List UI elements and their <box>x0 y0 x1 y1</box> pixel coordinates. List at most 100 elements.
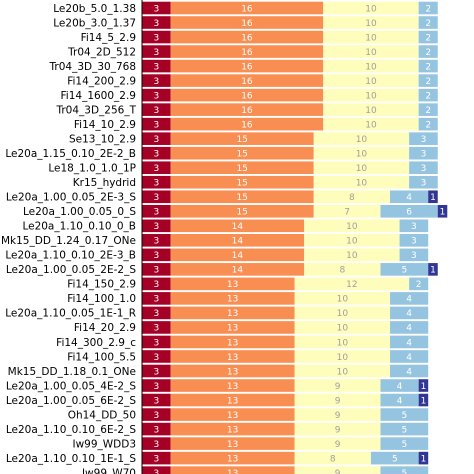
segment-value-label: 14 <box>232 266 244 276</box>
segment-value-label: 13 <box>227 309 238 319</box>
bar-segment <box>170 263 305 276</box>
segment-value-label: 3 <box>153 309 159 319</box>
category-label: Tr04_3D_256_T <box>55 104 136 116</box>
segment-value-label: 3 <box>153 222 159 232</box>
segment-value-label: 9 <box>335 425 341 435</box>
segment-value-label: 14 <box>232 251 244 261</box>
bar-segment <box>399 234 429 247</box>
bar-segment <box>142 350 171 363</box>
segment-value-label: 10 <box>365 33 377 43</box>
segment-value-label: 13 <box>227 353 238 363</box>
category-label: Fi14_1600_2.9 <box>61 90 136 102</box>
bar-segment <box>418 88 438 102</box>
segment-value-label: 10 <box>365 48 377 58</box>
segment-value-label: 13 <box>227 367 238 377</box>
bar-segment <box>142 175 171 189</box>
segment-value-label: 16 <box>241 4 253 14</box>
bar-segment <box>294 379 381 392</box>
bar-segment <box>390 335 429 349</box>
bar-segment <box>142 466 171 474</box>
bar-segment <box>170 161 314 175</box>
segment-value-label: 3 <box>411 222 417 232</box>
bar-segment <box>142 117 171 131</box>
segment-value-label: 2 <box>425 106 431 116</box>
category-label: Se13_10_2.9 <box>69 133 136 145</box>
segment-value-label: 15 <box>236 179 247 189</box>
bar-segment <box>142 219 171 233</box>
segment-value-label: 4 <box>406 193 412 203</box>
segment-value-label: 15 <box>236 164 247 174</box>
segment-value-label: 10 <box>337 367 349 377</box>
segment-value-label: 3 <box>153 324 159 334</box>
bar-segment <box>170 350 295 363</box>
segment-value-label: 3 <box>153 62 159 72</box>
bar-segment <box>428 263 438 276</box>
bar-segment <box>294 292 391 305</box>
segment-value-label: 1 <box>430 193 436 203</box>
segment-value-label: 13 <box>227 338 238 348</box>
bar-segment <box>142 16 171 29</box>
segment-value-label: 13 <box>227 324 238 334</box>
segment-value-label: 5 <box>401 411 407 421</box>
bar-segment <box>142 146 171 160</box>
bar-segment <box>142 292 171 305</box>
bar-segment <box>399 248 429 262</box>
segment-value-label: 3 <box>153 77 159 87</box>
category-label: Fi14_300_2.9_c <box>56 337 136 349</box>
bar-segment <box>323 88 419 102</box>
segment-value-label: 5 <box>401 469 407 474</box>
category-label: Le20b_5.0_1.38 <box>53 3 136 15</box>
segment-value-label: 10 <box>365 91 377 101</box>
bar-segment <box>380 393 419 407</box>
segment-value-label: 5 <box>392 454 398 464</box>
bar-segment <box>170 306 295 320</box>
segment-value-label: 16 <box>241 77 253 87</box>
segment-value-label: 3 <box>153 396 159 406</box>
segment-value-label: 3 <box>153 48 159 58</box>
bar-segment <box>142 379 171 392</box>
bar-segment <box>380 204 438 218</box>
segment-value-label: 3 <box>421 150 427 160</box>
bar-segment <box>142 103 171 116</box>
bar-segment <box>170 88 324 102</box>
bar-segment <box>170 234 305 247</box>
segment-value-label: 3 <box>153 120 159 130</box>
segment-value-label: 2 <box>425 4 431 14</box>
segment-value-label: 1 <box>440 208 446 218</box>
bar-segment <box>142 277 171 291</box>
bar-segment <box>294 393 381 407</box>
bar-segment <box>304 219 400 233</box>
bar-segment <box>142 1 171 15</box>
segment-value-label: 13 <box>227 396 238 406</box>
bar-segment <box>142 234 171 247</box>
category-label: Le20a_1.00_0.05_6E-2_S <box>6 395 136 407</box>
bar-segment <box>313 175 410 189</box>
bar-segment <box>142 408 171 421</box>
category-label: Iw99_W70 <box>82 467 136 474</box>
bar-segment <box>380 263 429 276</box>
bar-segment <box>390 350 429 363</box>
category-label: Le20a_1.10_0.10_2E-3_B <box>5 250 136 262</box>
bar-segment <box>418 451 429 465</box>
bar-segment <box>142 335 171 349</box>
category-label: Iw99_WDD3 <box>72 438 136 450</box>
segment-value-label: 3 <box>153 454 159 464</box>
segment-value-label: 3 <box>153 237 159 247</box>
category-labels: Le20b_5.0_1.38 Le20b_3.0_1.37 Fi14_5_2.9 Tr… <box>1 3 137 474</box>
category-label: Le20a_1.00_0.05_0_S <box>23 206 136 218</box>
segment-value-label: 10 <box>365 106 377 116</box>
bar-segment <box>323 103 419 116</box>
segment-value-label: 9 <box>335 411 341 421</box>
segment-value-label: 12 <box>346 280 357 290</box>
segment-value-label: 15 <box>236 208 247 218</box>
segment-value-label: 4 <box>397 382 403 392</box>
bar-segment <box>304 234 400 247</box>
segment-value-label: 4 <box>406 295 412 305</box>
bar-segment <box>380 437 429 450</box>
bar-segment <box>170 74 324 87</box>
segment-value-label: 16 <box>241 19 253 29</box>
segment-value-label: 10 <box>365 77 377 87</box>
bar-segment <box>142 306 171 320</box>
bar-segment <box>418 393 429 407</box>
bar-segment <box>170 451 295 465</box>
